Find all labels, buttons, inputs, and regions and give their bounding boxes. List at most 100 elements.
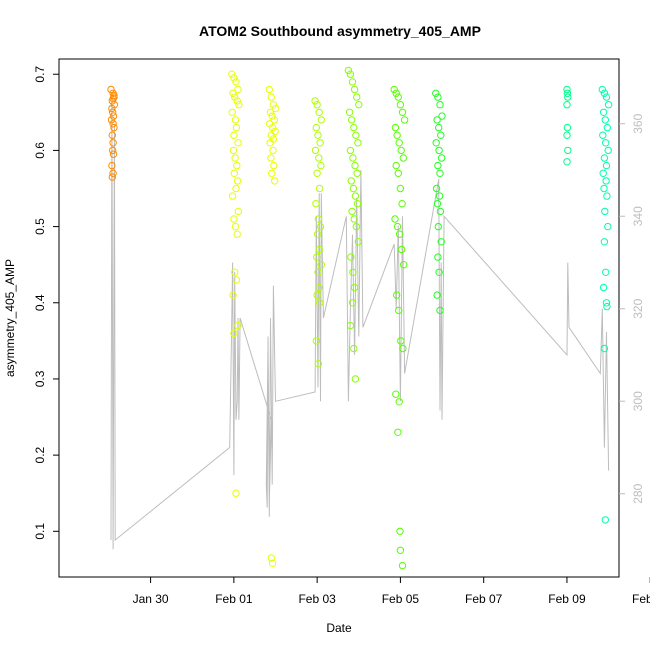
data-point — [233, 97, 241, 105]
data-point — [314, 131, 322, 139]
data-point — [563, 85, 571, 94]
data-point — [437, 131, 445, 139]
data-point — [436, 306, 444, 315]
data-point — [231, 116, 240, 124]
data-point — [603, 192, 611, 200]
data-point — [600, 89, 609, 98]
data-point — [599, 131, 607, 139]
data-point — [392, 161, 400, 170]
y2-tick-label: 280 — [631, 483, 645, 503]
x-tick-label: Feb 01 — [215, 592, 253, 606]
data-point — [350, 123, 358, 132]
data-point — [315, 108, 323, 117]
y-tick-label: 0.7 — [33, 66, 47, 83]
data-point — [604, 146, 612, 155]
data-point — [394, 428, 402, 436]
data-point — [234, 85, 242, 94]
data-point — [432, 89, 440, 98]
data-point — [312, 123, 320, 132]
data-point — [563, 158, 571, 166]
data-point — [438, 112, 446, 120]
data-point — [349, 184, 358, 193]
chart-title: ATOM2 Southbound asymmetry_405_AMP — [199, 23, 481, 39]
data-point — [232, 489, 240, 497]
data-point — [392, 89, 400, 98]
data-point — [347, 253, 355, 261]
data-point — [351, 192, 360, 200]
data-point — [400, 261, 408, 269]
data-point — [601, 516, 609, 524]
data-point — [229, 146, 238, 155]
data-point — [312, 200, 320, 208]
data-point — [233, 177, 242, 185]
data-point — [563, 131, 571, 139]
data-point — [600, 184, 608, 193]
data-point — [231, 154, 239, 162]
data-point — [351, 375, 360, 383]
data-point — [344, 66, 353, 75]
data-point — [602, 299, 611, 307]
data-point — [230, 215, 238, 223]
data-point — [599, 108, 608, 117]
data-point — [230, 329, 238, 337]
data-point — [108, 173, 117, 181]
plot-frame — [58, 58, 620, 578]
data-point — [603, 123, 611, 132]
data-point — [230, 74, 238, 82]
data-points-layer — [107, 66, 613, 570]
data-point — [433, 200, 442, 208]
data-point — [317, 116, 325, 124]
data-point — [434, 161, 442, 170]
data-point — [314, 268, 322, 276]
data-point — [348, 116, 356, 124]
data-point — [229, 291, 237, 299]
data-point — [436, 169, 444, 178]
data-point — [315, 299, 324, 307]
data-point — [399, 154, 407, 162]
data-point — [109, 139, 117, 147]
data-point — [109, 108, 117, 117]
data-point — [399, 344, 407, 353]
data-point — [109, 120, 117, 128]
data-point — [563, 123, 572, 132]
data-point — [598, 85, 606, 94]
data-point — [354, 238, 363, 246]
data-point — [599, 283, 608, 292]
data-point — [350, 85, 359, 94]
data-point — [313, 253, 321, 261]
data-point — [316, 222, 325, 231]
data-point — [231, 222, 240, 231]
data-point — [229, 89, 237, 98]
data-point — [268, 559, 277, 567]
data-point — [393, 291, 401, 299]
data-point — [268, 169, 276, 178]
data-point — [395, 230, 404, 238]
data-point — [348, 299, 357, 307]
data-point — [312, 337, 320, 345]
data-point — [266, 139, 274, 147]
data-point — [435, 146, 443, 155]
data-point — [390, 85, 398, 94]
data-point — [315, 283, 323, 292]
data-point — [392, 390, 400, 398]
secondary-y-axis: 280 300 320 340 360 — [619, 113, 645, 504]
y-tick-label: 0.3 — [33, 370, 47, 387]
y-tick-label: 0.5 — [33, 218, 47, 235]
y2-tick-label: 340 — [631, 206, 645, 226]
data-point — [232, 276, 241, 284]
x-tick-label: Feb 11 — [632, 592, 650, 606]
point-group — [390, 85, 409, 570]
data-point — [349, 268, 357, 276]
y-tick-label: 0.4 — [33, 294, 47, 311]
x-axis: Jan 30 Feb 01 Feb 03 Feb 05 Feb 07 Feb 09 Feb … — [133, 577, 650, 606]
data-point — [228, 108, 236, 117]
data-point — [228, 70, 236, 78]
data-point — [108, 161, 116, 170]
data-point — [235, 101, 243, 109]
data-point — [602, 177, 610, 185]
data-point — [604, 222, 612, 231]
data-point — [398, 108, 407, 117]
data-point — [313, 291, 321, 299]
point-group — [228, 70, 243, 497]
